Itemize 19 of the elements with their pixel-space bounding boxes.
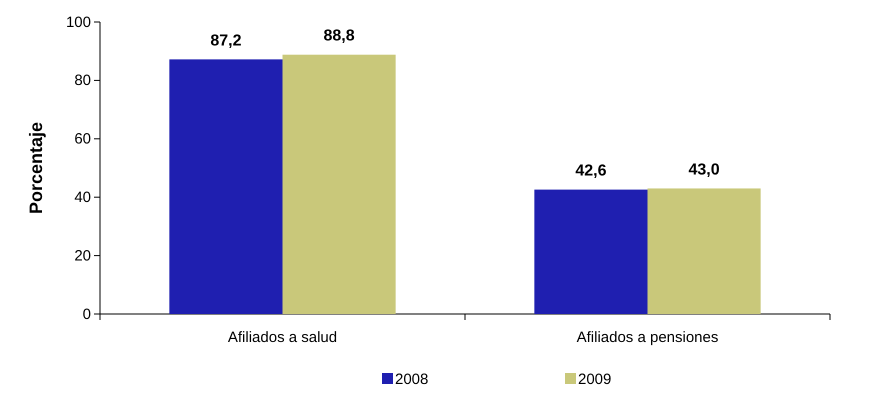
data-label: 42,6: [575, 162, 607, 180]
bar: [648, 188, 761, 314]
bar: [169, 59, 282, 314]
bar: [282, 54, 396, 314]
y-axis-title: Porcentaje: [26, 122, 46, 214]
data-label: 43,0: [688, 161, 720, 178]
y-tick-label: 80: [74, 72, 91, 90]
legend-label: 2009: [578, 371, 612, 388]
bar: [534, 190, 648, 314]
legend-label: 2008: [395, 371, 428, 388]
x-tick-label: Afiliados a salud: [228, 329, 338, 346]
y-tick-label: 0: [82, 306, 91, 323]
x-tick-label: Afiliados a pensiones: [576, 329, 718, 346]
data-label: 87,2: [210, 32, 242, 50]
y-tick-label: 20: [74, 247, 91, 264]
y-tick-label: 60: [74, 130, 91, 148]
data-label: 88,8: [324, 28, 355, 45]
y-tick-label: 40: [74, 189, 91, 206]
y-tick-label: 100: [66, 14, 91, 31]
